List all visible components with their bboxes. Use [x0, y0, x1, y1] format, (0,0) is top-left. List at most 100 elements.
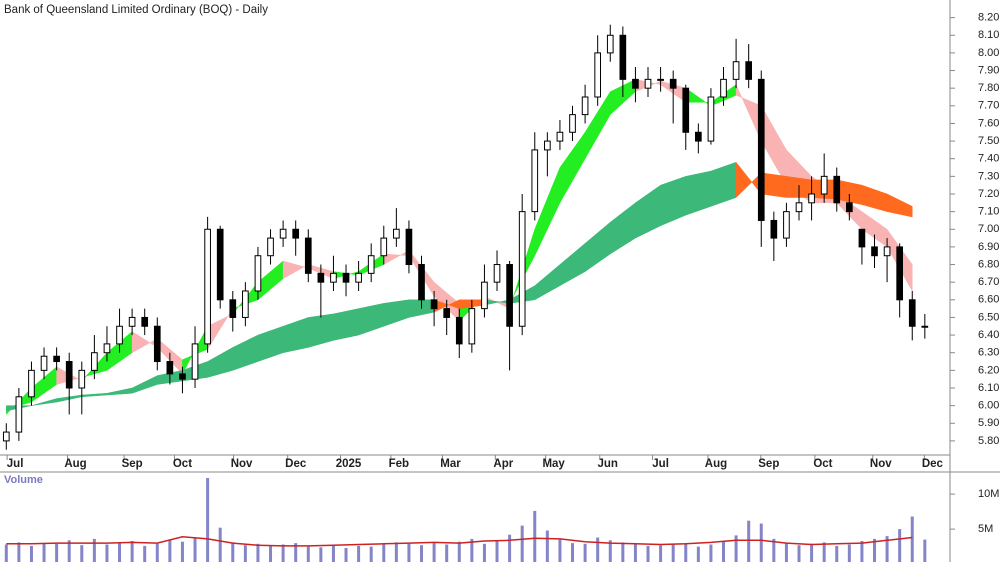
candle-body — [569, 114, 576, 133]
y-tick-label: 6.10 — [978, 382, 999, 394]
candle-body — [304, 237, 312, 274]
y-tick-label: 8.10 — [978, 29, 999, 41]
candle-body — [669, 78, 677, 89]
candle-body — [757, 78, 765, 221]
volume-bar — [885, 536, 889, 562]
y-tick-label: 6.70 — [978, 276, 999, 288]
volume-bar — [407, 543, 411, 562]
candle-body — [229, 299, 237, 318]
volume-bar — [797, 545, 801, 562]
y-tick-label: 6.50 — [978, 311, 999, 323]
volume-bar — [4, 544, 8, 562]
y-tick-label: 8.20 — [978, 12, 999, 24]
candle-body — [292, 228, 300, 239]
volume-bar — [155, 543, 159, 562]
y-tick-label: 6.30 — [978, 347, 999, 359]
volume-bar — [457, 541, 461, 562]
candle-body — [682, 87, 690, 133]
volume-bar — [17, 542, 21, 562]
x-tick-label: Feb — [389, 458, 409, 470]
volume-bar — [206, 478, 210, 562]
y-tick-label: 8.00 — [978, 47, 999, 59]
volume-bar — [633, 544, 637, 562]
candle-body — [632, 78, 639, 89]
volume-bar — [684, 543, 688, 562]
candle-body — [242, 290, 249, 318]
volume-bar — [445, 544, 449, 562]
candle-body — [858, 228, 866, 248]
volume-bar — [294, 543, 298, 562]
volume-bar — [243, 545, 247, 562]
volume-bar — [394, 542, 398, 562]
candle-body — [846, 202, 853, 213]
y-tick-label: 6.20 — [978, 364, 999, 376]
ribbon-segment — [761, 172, 787, 198]
volume-bar — [722, 541, 726, 562]
candle-body — [468, 308, 476, 345]
candle-body — [128, 316, 136, 327]
candle-body — [342, 272, 350, 283]
x-tick-label: May — [542, 458, 565, 470]
x-tick-label: Oct — [173, 458, 192, 470]
volume-bar — [118, 543, 122, 562]
y-tick-label: 7.20 — [978, 188, 999, 200]
y-tick-label: 7.40 — [978, 153, 999, 165]
volume-bar — [331, 545, 335, 562]
candle-body — [166, 361, 174, 375]
volume-title: Volume — [4, 474, 43, 486]
volume-bar — [734, 535, 738, 562]
volume-bar — [873, 538, 877, 562]
y-tick-label: 7.80 — [978, 82, 999, 94]
volume-bar — [432, 543, 436, 562]
y-tick-label: 7.50 — [978, 135, 999, 147]
candle-body — [455, 316, 463, 345]
x-tick-label: 2025 — [336, 458, 362, 470]
x-tick-label: Dec — [922, 458, 944, 470]
volume-bar — [583, 543, 587, 562]
volume-bar — [810, 543, 814, 562]
candle-body — [393, 228, 400, 239]
volume-bar — [860, 541, 864, 562]
volume-bar — [835, 545, 839, 562]
x-tick-label: Nov — [231, 458, 253, 470]
volume-bar — [42, 543, 46, 562]
volume-bar — [344, 548, 348, 562]
candle-body — [430, 299, 438, 310]
volume-bar — [747, 520, 751, 562]
candle-body — [871, 246, 878, 257]
volume-bar — [256, 543, 260, 562]
y-tick-label: 7.10 — [978, 206, 999, 218]
volume-bar — [608, 540, 612, 562]
volume-bar — [533, 510, 537, 562]
y-tick-label: 5.80 — [978, 435, 999, 447]
candle-body — [518, 211, 526, 327]
candle-body — [644, 78, 652, 89]
volume-bar — [545, 530, 549, 562]
volume-bar — [193, 537, 197, 562]
candle-body — [745, 61, 753, 80]
candle-body — [581, 96, 589, 116]
volume-bar — [784, 543, 788, 562]
volume-bar — [319, 547, 323, 562]
candle-body — [896, 246, 904, 301]
ribbon-segment — [886, 193, 913, 218]
volume-bar — [822, 542, 826, 562]
volume-bar — [759, 523, 763, 562]
y-tick-label: 6.00 — [978, 400, 999, 412]
candle-body — [481, 281, 488, 310]
volume-bar — [659, 545, 663, 562]
y-tick-label: 6.80 — [978, 258, 999, 270]
candle-body — [254, 255, 262, 292]
volume-bar — [105, 544, 109, 562]
volume-average — [6, 536, 913, 547]
candle-body — [279, 228, 287, 239]
x-tick-label: Dec — [285, 458, 307, 470]
candle-body — [695, 131, 702, 142]
y-tick-label: 7.30 — [978, 170, 999, 182]
x-tick-label: Aug — [705, 458, 727, 470]
candle-body — [707, 96, 715, 142]
candle-body — [2, 431, 10, 442]
candle-body — [443, 308, 451, 318]
candle-body — [732, 61, 740, 80]
